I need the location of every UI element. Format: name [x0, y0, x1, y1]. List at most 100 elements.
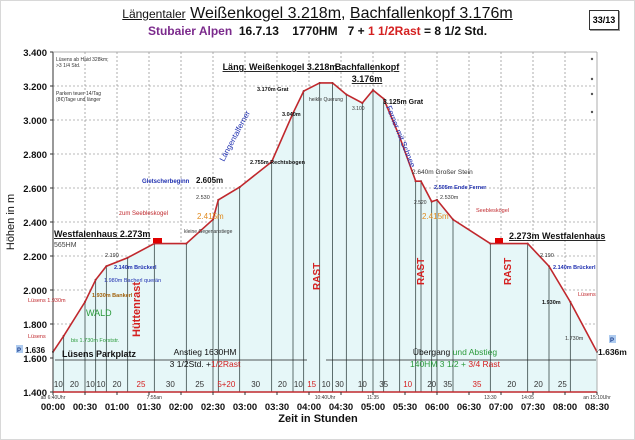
gegenanstiege-label: kleine Gegenanstiege — [184, 229, 233, 235]
uebergang-label: Übergang und Abstieg — [413, 347, 497, 357]
segment-lines — [52, 81, 598, 392]
svg-text:06:30: 06:30 — [457, 402, 481, 413]
luesens-1930-label: Lüsens 1.930m — [28, 298, 66, 304]
y-tick-labels: 1.400 1.600 1.800 2.000 2.200 2.400 2.600 2.800… — [23, 48, 53, 399]
svg-text:05:00: 05:00 — [361, 402, 385, 413]
p1730-right-label: 1.730m — [565, 336, 584, 342]
date-label: 16.7.13 — [238, 24, 279, 38]
p1636-right-label: 1.636m — [598, 347, 627, 357]
svg-text:2.000: 2.000 — [23, 286, 47, 297]
svg-text:ab 6:40Uhr: ab 6:40Uhr — [41, 395, 66, 401]
svg-text:10: 10 — [322, 380, 331, 389]
y-axis-label: Höhen in m — [5, 194, 17, 250]
svg-text:04:30: 04:30 — [329, 402, 353, 413]
abstieg-time-label: 140HM 3 1/2 + 3/4 Rast — [410, 359, 501, 369]
heikle-querung-label: heikle Querung — [309, 97, 343, 103]
svg-text:05:30: 05:30 — [393, 402, 417, 413]
svg-text:15: 15 — [307, 380, 316, 389]
svg-text:07:30: 07:30 — [521, 402, 545, 413]
svg-text:1.400: 1.400 — [23, 388, 47, 399]
rast-label-2: RAST — [416, 258, 427, 285]
svg-text:25: 25 — [558, 380, 567, 389]
elevation-area — [53, 82, 597, 393]
svg-text:03:00: 03:00 — [233, 402, 257, 413]
svg-text:10: 10 — [294, 380, 303, 389]
hut-left-icon — [153, 238, 162, 243]
huettenrast-label: Hüttenrast — [131, 282, 143, 337]
westfalenhaus-right-label: 2.273m Westfalenhaus — [509, 231, 605, 241]
peak2-label-line1: Bachfallenkopf — [335, 62, 401, 72]
bruckerl-left-label: 2.140m Brückerl — [114, 265, 157, 271]
anstieg-label: Anstieg 1630HM — [174, 347, 237, 357]
bruckerl-right-label: 2.140m Brückerl — [553, 265, 596, 271]
elevation-gain: 1770HM — [292, 24, 338, 38]
page-badge: 33/13 — [589, 10, 619, 30]
svg-text:2.800: 2.800 — [23, 150, 47, 161]
svg-text:20: 20 — [507, 380, 516, 389]
svg-text:30: 30 — [251, 380, 260, 389]
note-1-line1: Lüsens ab Haid 328km; — [56, 57, 109, 63]
gletscherbeginn-label: Gletscherbeginn — [142, 179, 190, 185]
svg-text:06:00: 06:00 — [425, 402, 449, 413]
p3100-label: 3.100 — [352, 106, 365, 112]
svg-text:20: 20 — [278, 380, 287, 389]
laengentalferner-label: Längentalferner — [218, 109, 252, 163]
clock-time-labels: ab 6:40Uhr 7:55an 10:40Uhr 11:35 13:30 14:05 a… — [41, 395, 611, 401]
svg-text:10: 10 — [97, 380, 106, 389]
svg-text:5+20: 5+20 — [217, 380, 236, 389]
svg-text:25: 25 — [137, 380, 146, 389]
svg-text:35: 35 — [473, 380, 482, 389]
svg-text:10:40Uhr: 10:40Uhr — [315, 395, 336, 401]
p1636-left-label: 1.636 — [25, 346, 46, 355]
westfalenhaus-left-label: Westfalenhaus 2.273m — [54, 229, 150, 239]
svg-text:02:30: 02:30 — [201, 402, 225, 413]
parkplatz-label: Lüsens Parkplatz — [62, 349, 137, 359]
svg-text:04:00: 04:00 — [297, 402, 321, 413]
chart-subtitle: Stubaier Alpen 16.7.13 1770HM 7 + 1 1/2R… — [0, 24, 635, 38]
hut-right-icon — [495, 238, 503, 243]
p2190-right-label: 2.190 — [540, 253, 554, 259]
svg-text:an 15:10Uhr: an 15:10Uhr — [583, 395, 611, 401]
time-rest: 1 1/2Rast — [367, 24, 421, 38]
note-1-line2: >3 1/4 Std. — [56, 63, 80, 69]
svg-text:3.000: 3.000 — [23, 116, 47, 127]
note-2-line1: Parken teuer 14/Tag — [56, 91, 101, 97]
svg-text:30: 30 — [335, 380, 344, 389]
svg-text:10: 10 — [86, 380, 95, 389]
parking-left-icon — [16, 345, 23, 353]
svg-text:07:00: 07:00 — [489, 402, 513, 413]
time-total: = 8 1/2 Std. — [424, 24, 488, 38]
svg-text:7:55an: 7:55an — [147, 395, 163, 401]
ende-ferner-label: 2.505m Ende Ferner — [434, 185, 487, 191]
svg-text:10: 10 — [54, 380, 63, 389]
svg-text:2.600: 2.600 — [23, 184, 47, 195]
p3040-label: 3.040m — [282, 112, 301, 118]
svg-text:20: 20 — [534, 380, 543, 389]
svg-text:3.200: 3.200 — [23, 82, 47, 93]
svg-text:08:00: 08:00 — [553, 402, 577, 413]
p2530-right-label: 2.530m — [440, 195, 459, 201]
x-axis-label: Zeit in Stunden — [278, 413, 358, 425]
rast-label-3: RAST — [503, 258, 514, 285]
title-peak2: Bachfallenkopf 3.176m — [349, 5, 513, 22]
p2190-left-label: 2.190 — [105, 253, 119, 259]
segment-minute-labels: 10 20 10 10 20 25 30 25 5+20 30 20 10 15 10 30 10 35 10 20… — [54, 380, 567, 389]
svg-text:10: 10 — [403, 380, 412, 389]
svg-text:01:00: 01:00 — [105, 402, 129, 413]
peak2-label-line2: 3.176m — [352, 74, 383, 84]
svg-text:1.800: 1.800 — [23, 320, 47, 331]
p2415-right-label: 2.415m — [422, 212, 449, 221]
bankerl-label: 1.930m Bankerl — [92, 293, 133, 299]
svg-text:30: 30 — [166, 380, 175, 389]
p2605-label: 2.605m — [196, 176, 223, 185]
p2520-label: 2.520 — [414, 200, 427, 206]
svg-text:10: 10 — [358, 380, 367, 389]
parking-left-letter: P — [17, 348, 21, 354]
elevation-profile-line — [52, 82, 598, 353]
svg-text:20: 20 — [427, 380, 436, 389]
svg-text:03:30: 03:30 — [265, 402, 289, 413]
svg-text:2.400: 2.400 — [23, 218, 47, 229]
x-tick-labels: 00:00 00:30 01:00 01:30 02:00 02:30 03:00 03:30… — [41, 392, 609, 413]
chart-title: Längentaler Weißenkogel 3.218m, Bachfall… — [0, 5, 635, 23]
svg-text:1.600: 1.600 — [23, 354, 47, 365]
